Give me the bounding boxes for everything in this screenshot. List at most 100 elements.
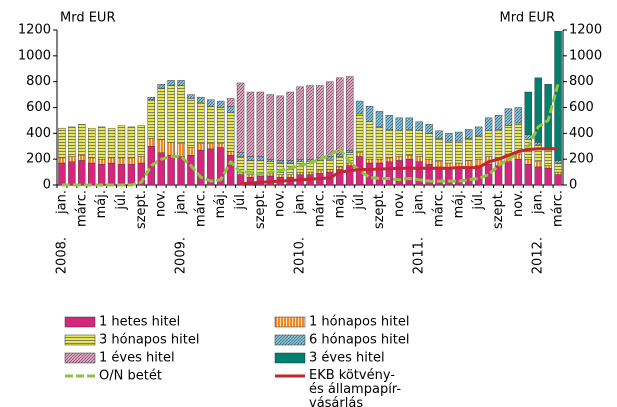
legend-swatch — [274, 316, 306, 328]
bar-segment — [345, 149, 354, 153]
x-tick-label: márc. — [431, 190, 446, 227]
bar-segment — [187, 94, 195, 99]
bar-segment — [286, 91, 294, 161]
bar-segment — [425, 133, 433, 160]
bar-segment — [256, 91, 265, 157]
x-tick-label: szept. — [491, 190, 506, 229]
bar-segment — [88, 162, 96, 186]
bar-segment — [117, 125, 126, 159]
bar-segment — [306, 85, 314, 160]
bar-segment — [435, 161, 443, 168]
bar-segment — [534, 142, 542, 146]
y2-tick-label: 400 — [569, 126, 594, 141]
y2-tick-label: 800 — [569, 74, 594, 89]
bar-segment — [514, 153, 523, 160]
legend-label: EKB kötvény- és állampapír-vásárlás — [309, 368, 402, 407]
y-tick-label: 800 — [26, 74, 51, 89]
x-tick-label: jan. — [531, 190, 546, 215]
year-label: 2010. — [293, 237, 308, 274]
bar-segment — [226, 98, 235, 107]
bar-segment — [296, 171, 304, 175]
bar-segment — [375, 111, 384, 128]
y-tick-label: 600 — [26, 100, 51, 115]
bar-segment — [534, 161, 542, 168]
bar-segment — [395, 130, 403, 157]
x-tick-label: márc. — [74, 190, 89, 227]
bar-segment — [355, 100, 364, 115]
bar-segment — [127, 126, 136, 159]
bar-segment — [117, 157, 126, 165]
legend-swatch — [274, 352, 306, 364]
bar-segment — [78, 124, 86, 156]
legend-label: 1 hónapos hitel — [309, 315, 409, 330]
bar-segment — [147, 138, 155, 147]
bar-segment — [68, 156, 76, 162]
bar-segment — [197, 96, 205, 103]
bar-segment — [415, 130, 423, 157]
bar-segment — [58, 162, 66, 186]
bar-segment — [385, 161, 394, 186]
bar-segment — [167, 142, 175, 156]
bar-segment — [554, 174, 562, 186]
bar-segment — [78, 155, 86, 161]
y2-tick-label: 200 — [569, 152, 594, 167]
line-series — [240, 147, 558, 186]
bar-segment — [226, 106, 235, 113]
bar-segment — [97, 158, 106, 165]
bar-segment — [207, 99, 215, 107]
bar-segment — [107, 157, 116, 164]
bar-segment — [484, 130, 493, 157]
bar-segment — [157, 87, 165, 140]
bar-segment — [345, 165, 354, 186]
x-tick-label: máj. — [213, 190, 228, 218]
bar-segment — [524, 91, 532, 135]
bar-segment — [147, 99, 155, 139]
bar-segment — [455, 131, 463, 142]
x-tick-label: júl. — [114, 190, 129, 211]
bar-segment — [226, 151, 235, 156]
bar-segment — [375, 158, 384, 164]
bar-segment — [465, 166, 473, 186]
bar-segment — [316, 170, 324, 174]
bar-segment — [365, 121, 374, 160]
x-tick-label: szept. — [372, 190, 387, 229]
bar-segment — [336, 77, 344, 155]
year-label: 2012. — [531, 237, 546, 274]
bar-segment — [425, 124, 433, 134]
y-axis-label-right: Mrd EUR — [500, 11, 555, 26]
x-tick-label: jan. — [174, 190, 189, 215]
bar-segment — [246, 156, 255, 161]
bar-segment — [435, 130, 443, 139]
bar-segment — [246, 174, 255, 178]
legend-label: 6 hónapos hitel — [309, 333, 409, 348]
bar-segment — [455, 140, 463, 164]
bar-segment — [187, 98, 195, 148]
x-tick-label: máj. — [94, 190, 109, 218]
bar-segment — [385, 129, 394, 159]
bar-segment — [197, 143, 205, 151]
bar-segment — [504, 108, 513, 126]
bar-segment — [355, 113, 364, 153]
bar-segment — [385, 115, 394, 130]
bar-segment — [276, 160, 284, 164]
bar-segment — [316, 85, 324, 159]
bar-segment — [534, 166, 542, 186]
bar-segment — [207, 106, 215, 144]
bar-segment — [137, 156, 146, 164]
bar-segment — [157, 139, 165, 153]
bar-segment — [286, 174, 294, 178]
bar-segment — [197, 149, 205, 186]
bar-segment — [385, 157, 394, 162]
bar-segment — [78, 160, 86, 186]
bar-segment — [465, 138, 473, 161]
bar-segment — [474, 135, 483, 160]
bar-segment — [544, 165, 552, 169]
x-tick-label: nov. — [392, 190, 407, 217]
bar-segment — [276, 174, 284, 178]
legend-label: O/N betét — [99, 369, 162, 384]
bar-segment — [405, 117, 413, 130]
bar-segment — [365, 106, 374, 122]
bar-segment — [127, 157, 136, 165]
bar-segment — [296, 158, 304, 162]
